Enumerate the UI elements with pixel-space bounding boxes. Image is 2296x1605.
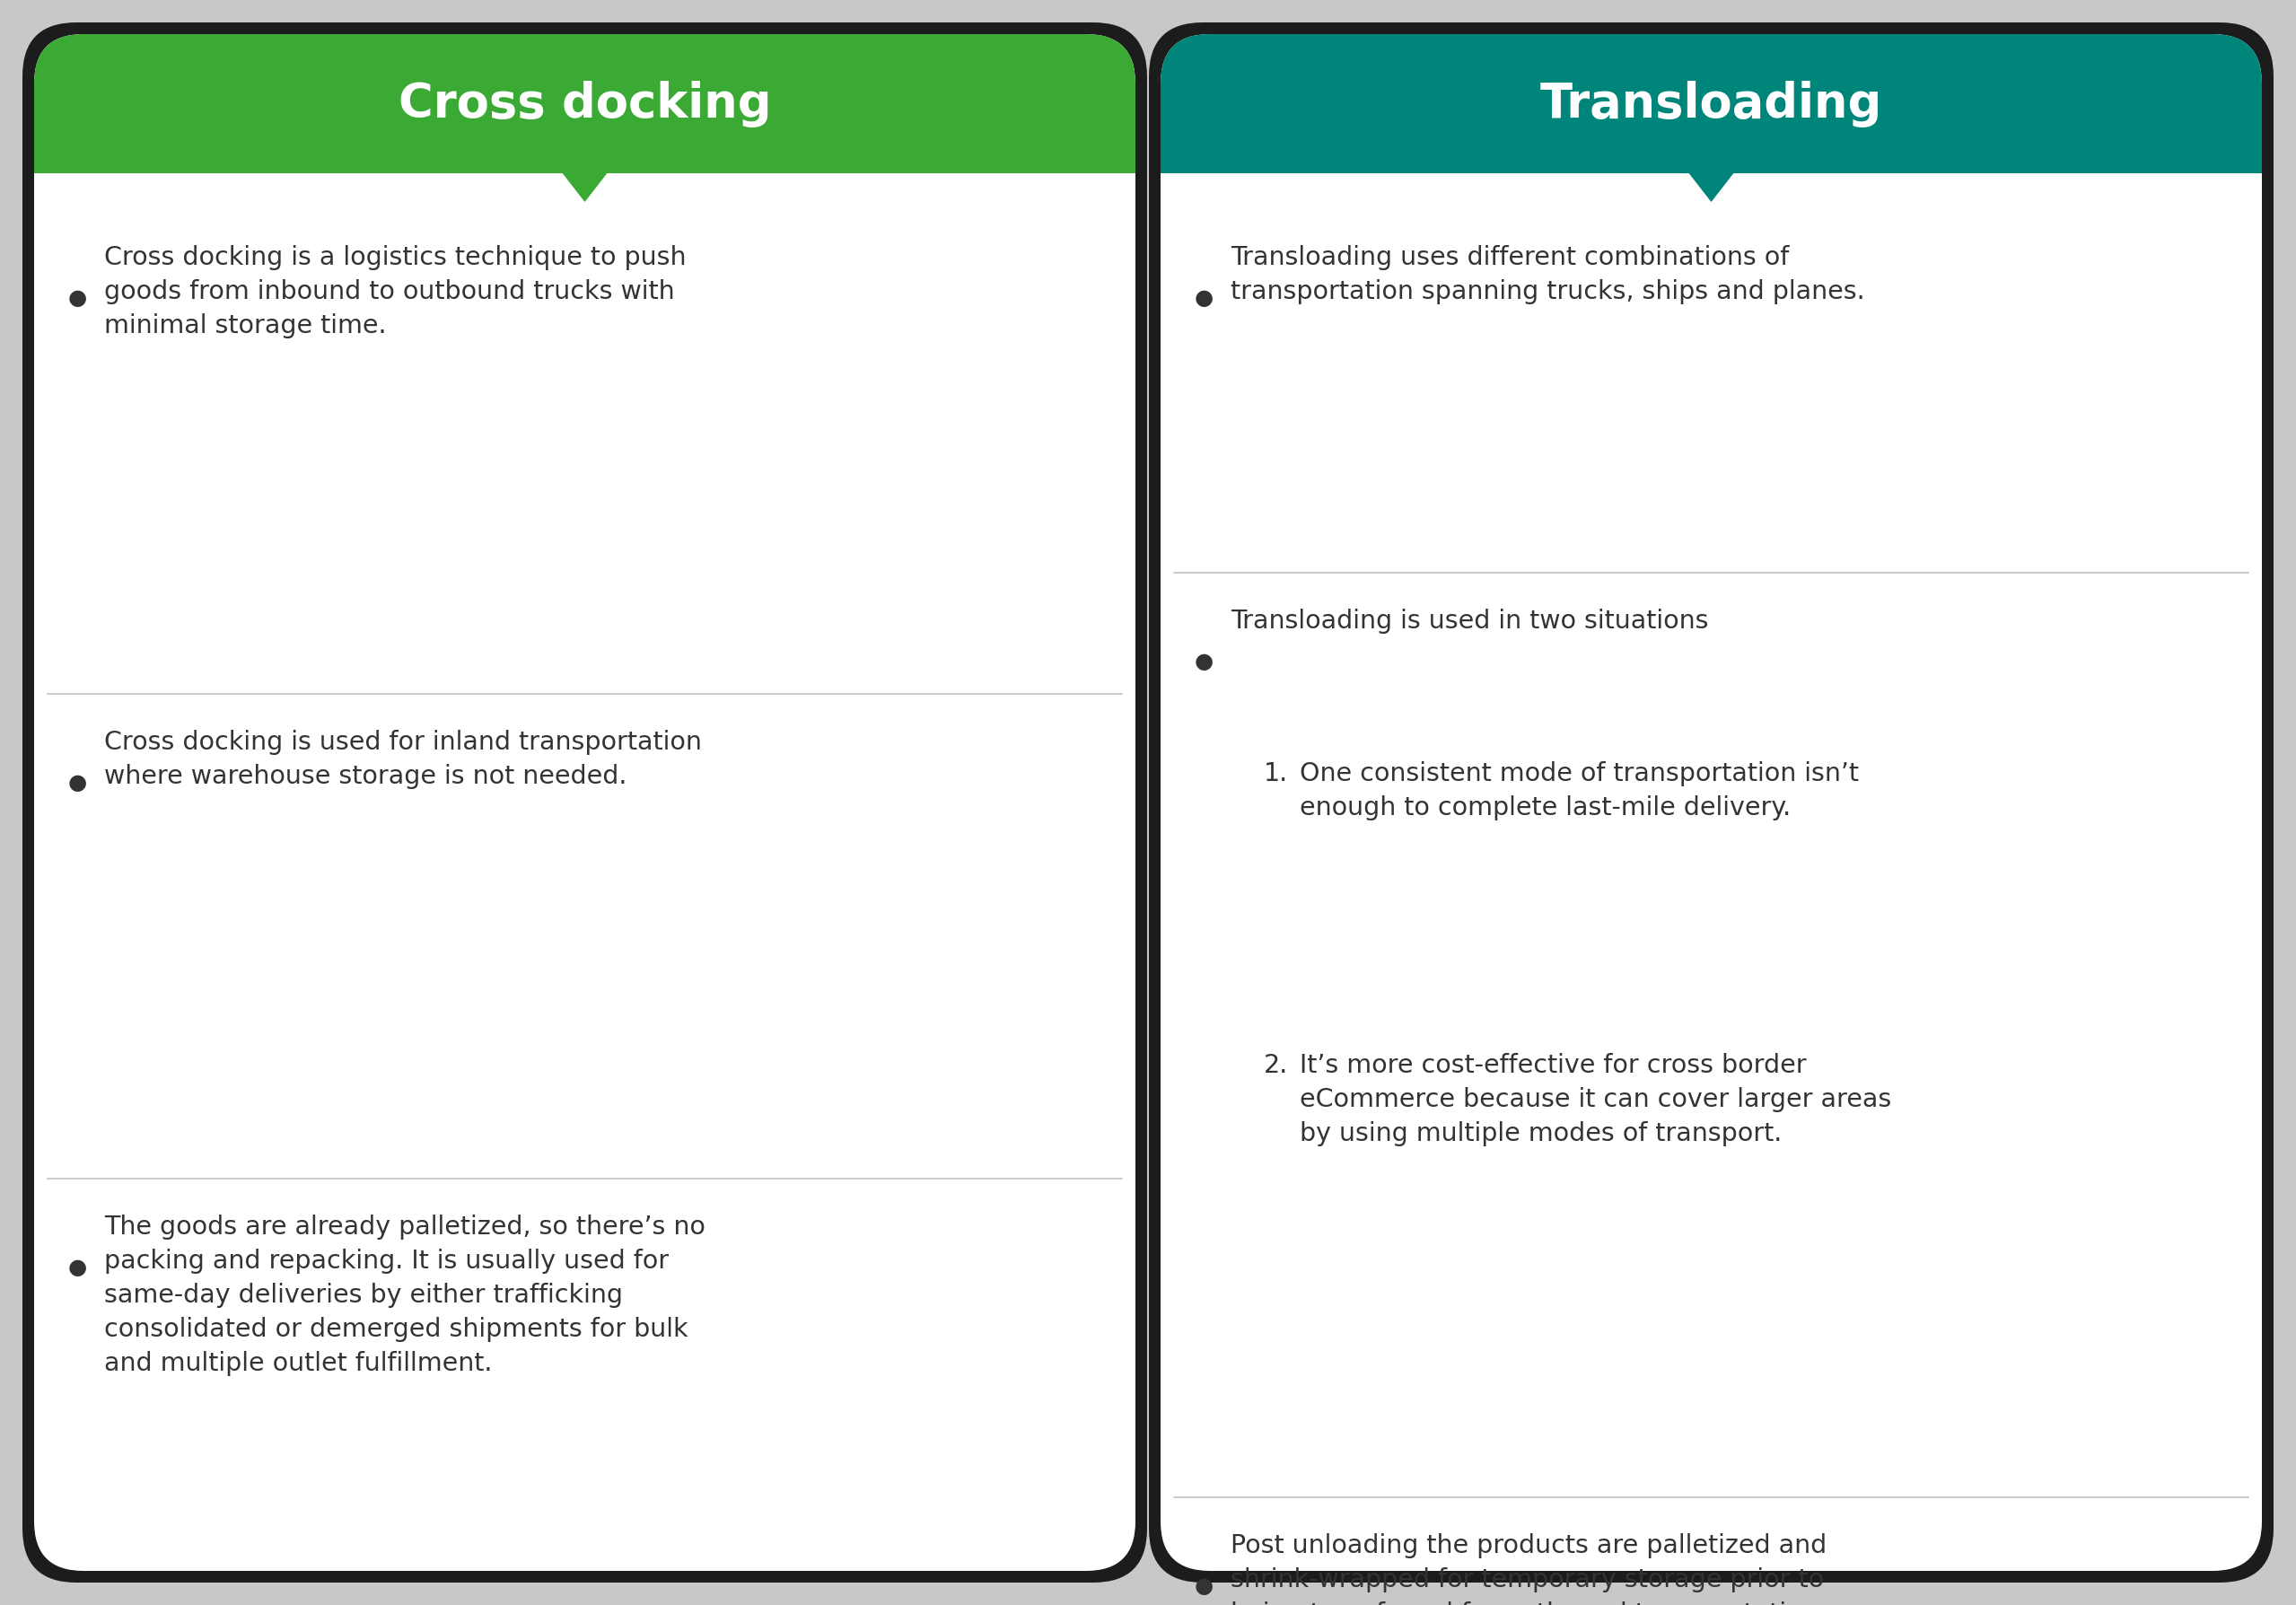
Text: It’s more cost-effective for cross border
eCommerce because it can cover larger : It’s more cost-effective for cross borde… xyxy=(1300,1053,1892,1146)
Text: Post unloading the products are palletized and
shrink-wrapped for temporary stor: Post unloading the products are palletiz… xyxy=(1231,1533,1828,1605)
Polygon shape xyxy=(1685,170,1736,202)
Text: 1.: 1. xyxy=(1263,761,1288,786)
Text: Transloading is used in two situations: Transloading is used in two situations xyxy=(1231,608,1708,634)
FancyBboxPatch shape xyxy=(1159,34,2262,173)
Text: 2.: 2. xyxy=(1263,1053,1288,1079)
Text: The goods are already palletized, so there’s no
packing and repacking. It is usu: The goods are already palletized, so the… xyxy=(103,1215,705,1375)
FancyBboxPatch shape xyxy=(23,22,1148,1583)
FancyBboxPatch shape xyxy=(34,34,1137,1571)
FancyBboxPatch shape xyxy=(1148,22,2273,1583)
Text: Cross docking is a logistics technique to push
goods from inbound to outbound tr: Cross docking is a logistics technique t… xyxy=(103,246,687,339)
Text: ●: ● xyxy=(69,1257,87,1278)
FancyBboxPatch shape xyxy=(34,34,1137,173)
Text: ●: ● xyxy=(69,287,87,308)
Bar xyxy=(34,124,1137,173)
Bar xyxy=(1159,124,2262,173)
Text: Transloading: Transloading xyxy=(1541,80,1883,127)
FancyBboxPatch shape xyxy=(1159,34,2262,1571)
Text: Transloading uses different combinations of
transportation spanning trucks, ship: Transloading uses different combinations… xyxy=(1231,246,1864,305)
Polygon shape xyxy=(560,170,611,202)
Text: ●: ● xyxy=(1194,1575,1215,1597)
Text: ●: ● xyxy=(69,772,87,793)
Text: Cross docking: Cross docking xyxy=(397,80,771,127)
Text: One consistent mode of transportation isn’t
enough to complete last-mile deliver: One consistent mode of transportation is… xyxy=(1300,761,1860,820)
Text: ●: ● xyxy=(1194,650,1215,672)
Text: Cross docking is used for inland transportation
where warehouse storage is not n: Cross docking is used for inland transpo… xyxy=(103,730,703,790)
Text: ●: ● xyxy=(1194,287,1215,308)
